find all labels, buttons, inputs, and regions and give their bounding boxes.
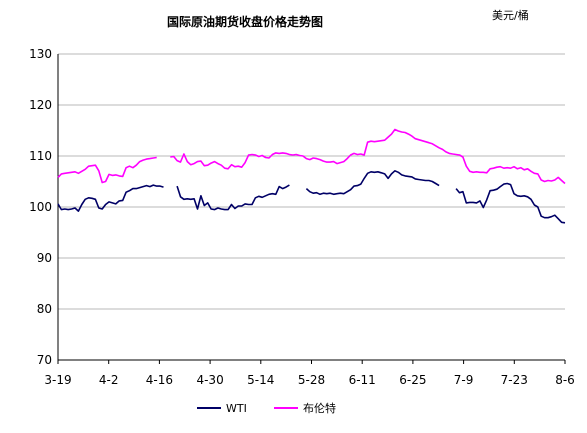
- x-axis-ticks: 3-19 4-2 4-16 4-30 5-14 5-28 6-11 6-25 7-9 7-23 8-…: [44, 360, 575, 387]
- y-tick-label: 70: [37, 353, 52, 367]
- x-tick-label: 4-16: [146, 373, 173, 387]
- y-tick-label: 110: [29, 149, 52, 163]
- y-tick-label: 120: [29, 98, 52, 112]
- x-tick-label: 4-30: [196, 373, 223, 387]
- legend-label: 布伦特: [303, 401, 336, 415]
- x-tick-label: 7-23: [501, 373, 528, 387]
- x-tick-label: 8-6: [555, 373, 575, 387]
- y-tick-label: 100: [29, 200, 52, 214]
- x-tick-label: 5-14: [247, 373, 274, 387]
- y-tick-label: 80: [37, 302, 52, 316]
- unit-label: 美元/桶: [492, 8, 529, 22]
- y-tick-label: 130: [29, 47, 52, 61]
- series-lines: [57, 128, 566, 224]
- x-tick-label: 4-2: [99, 373, 119, 387]
- legend: WTI 布伦特: [197, 401, 336, 415]
- x-tick-label: 6-11: [349, 373, 376, 387]
- grid-lines: [58, 53, 565, 310]
- x-tick-label: 3-19: [44, 373, 71, 387]
- series-line-brent: [57, 128, 566, 185]
- x-tick-label: 5-28: [298, 373, 325, 387]
- y-tick-label: 90: [37, 251, 52, 265]
- legend-label: WTI: [226, 402, 247, 415]
- chart-title: 国际原油期货收盘价格走势图: [167, 14, 323, 29]
- x-tick-label: 7-9: [454, 373, 474, 387]
- series-line-wti: [57, 170, 566, 224]
- y-axis-ticks: 70 80 90 100 110 120 130: [29, 47, 52, 367]
- x-tick-label: 6-25: [399, 373, 426, 387]
- axes: [57, 54, 565, 361]
